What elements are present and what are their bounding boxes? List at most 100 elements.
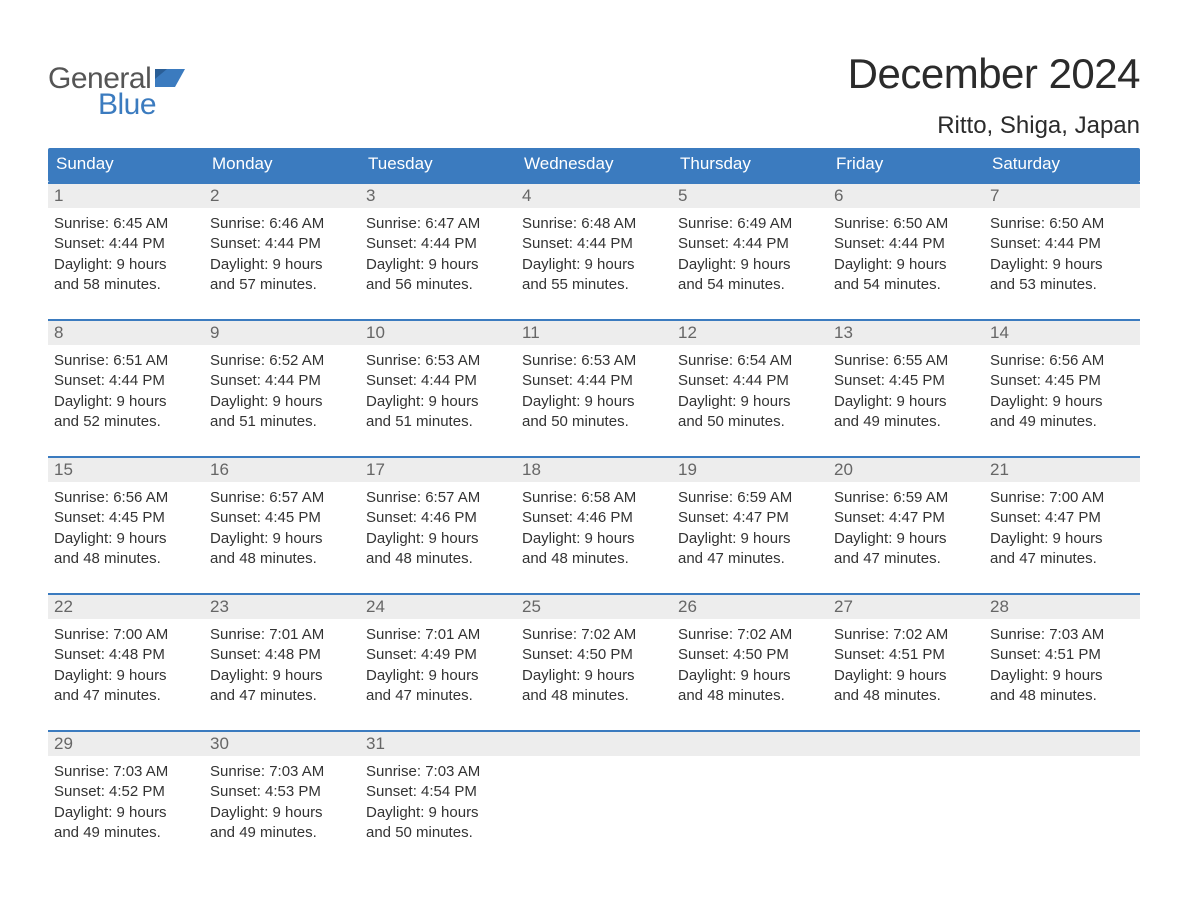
day-content: Sunrise: 6:52 AMSunset: 4:44 PMDaylight:… — [204, 345, 360, 432]
day-number-band: 18 — [516, 458, 672, 482]
day-number-band: 27 — [828, 595, 984, 619]
calendar-day-cell: 21Sunrise: 7:00 AMSunset: 4:47 PMDayligh… — [984, 458, 1140, 579]
sunset-text: Sunset: 4:53 PM — [210, 782, 354, 802]
daylight-line2: and 47 minutes. — [678, 549, 822, 569]
sunrise-text: Sunrise: 7:03 AM — [990, 625, 1134, 645]
day-number-band: 12 — [672, 321, 828, 345]
calendar-day-cell: 31Sunrise: 7:03 AMSunset: 4:54 PMDayligh… — [360, 732, 516, 853]
daylight-line2: and 48 minutes. — [678, 686, 822, 706]
daylight-line2: and 53 minutes. — [990, 275, 1134, 295]
day-content: Sunrise: 7:03 AMSunset: 4:52 PMDaylight:… — [48, 756, 204, 843]
sunset-text: Sunset: 4:46 PM — [366, 508, 510, 528]
calendar-week: 29Sunrise: 7:03 AMSunset: 4:52 PMDayligh… — [48, 730, 1140, 853]
calendar-day-cell: 4Sunrise: 6:48 AMSunset: 4:44 PMDaylight… — [516, 184, 672, 305]
calendar-week: 1Sunrise: 6:45 AMSunset: 4:44 PMDaylight… — [48, 182, 1140, 305]
sunset-text: Sunset: 4:50 PM — [522, 645, 666, 665]
sunrise-text: Sunrise: 6:45 AM — [54, 214, 198, 234]
daylight-line1: Daylight: 9 hours — [210, 392, 354, 412]
title-block: December 2024 Ritto, Shiga, Japan — [848, 50, 1140, 140]
day-content: Sunrise: 7:03 AMSunset: 4:53 PMDaylight:… — [204, 756, 360, 843]
calendar-day-cell: 12Sunrise: 6:54 AMSunset: 4:44 PMDayligh… — [672, 321, 828, 442]
daylight-line2: and 47 minutes. — [210, 686, 354, 706]
calendar-day-cell — [828, 732, 984, 853]
day-number-band: 22 — [48, 595, 204, 619]
sunrise-text: Sunrise: 7:03 AM — [54, 762, 198, 782]
day-number-band: 15 — [48, 458, 204, 482]
day-content: Sunrise: 6:54 AMSunset: 4:44 PMDaylight:… — [672, 345, 828, 432]
day-number-band: 25 — [516, 595, 672, 619]
daylight-line1: Daylight: 9 hours — [366, 255, 510, 275]
calendar-day-cell: 7Sunrise: 6:50 AMSunset: 4:44 PMDaylight… — [984, 184, 1140, 305]
day-content: Sunrise: 6:55 AMSunset: 4:45 PMDaylight:… — [828, 345, 984, 432]
day-number-band: 23 — [204, 595, 360, 619]
day-content: Sunrise: 6:57 AMSunset: 4:46 PMDaylight:… — [360, 482, 516, 569]
day-number-band: 2 — [204, 184, 360, 208]
sunrise-text: Sunrise: 7:03 AM — [366, 762, 510, 782]
day-content: Sunrise: 6:49 AMSunset: 4:44 PMDaylight:… — [672, 208, 828, 295]
calendar-day-cell: 30Sunrise: 7:03 AMSunset: 4:53 PMDayligh… — [204, 732, 360, 853]
daylight-line1: Daylight: 9 hours — [990, 255, 1134, 275]
daylight-line2: and 48 minutes. — [990, 686, 1134, 706]
sunset-text: Sunset: 4:44 PM — [210, 234, 354, 254]
calendar-day-cell: 18Sunrise: 6:58 AMSunset: 4:46 PMDayligh… — [516, 458, 672, 579]
day-number-band — [516, 732, 672, 756]
day-number-band: 29 — [48, 732, 204, 756]
day-number-band: 13 — [828, 321, 984, 345]
sunset-text: Sunset: 4:48 PM — [54, 645, 198, 665]
daylight-line2: and 48 minutes. — [522, 686, 666, 706]
daylight-line1: Daylight: 9 hours — [522, 666, 666, 686]
calendar-day-cell: 6Sunrise: 6:50 AMSunset: 4:44 PMDaylight… — [828, 184, 984, 305]
sunrise-text: Sunrise: 7:02 AM — [834, 625, 978, 645]
sunset-text: Sunset: 4:47 PM — [834, 508, 978, 528]
daylight-line2: and 52 minutes. — [54, 412, 198, 432]
brand-logo: General Blue — [48, 62, 185, 122]
calendar-day-cell — [984, 732, 1140, 853]
sunrise-text: Sunrise: 6:50 AM — [834, 214, 978, 234]
sunset-text: Sunset: 4:44 PM — [678, 371, 822, 391]
daylight-line2: and 58 minutes. — [54, 275, 198, 295]
daylight-line1: Daylight: 9 hours — [678, 666, 822, 686]
day-number-band: 17 — [360, 458, 516, 482]
page-header: General Blue December 2024 Ritto, Shiga,… — [48, 50, 1140, 140]
sunset-text: Sunset: 4:44 PM — [210, 371, 354, 391]
day-content: Sunrise: 6:56 AMSunset: 4:45 PMDaylight:… — [48, 482, 204, 569]
calendar-week: 15Sunrise: 6:56 AMSunset: 4:45 PMDayligh… — [48, 456, 1140, 579]
day-number-band: 5 — [672, 184, 828, 208]
daylight-line1: Daylight: 9 hours — [210, 529, 354, 549]
daylight-line2: and 48 minutes. — [834, 686, 978, 706]
day-content: Sunrise: 7:00 AMSunset: 4:48 PMDaylight:… — [48, 619, 204, 706]
daylight-line1: Daylight: 9 hours — [210, 666, 354, 686]
calendar-day-cell: 26Sunrise: 7:02 AMSunset: 4:50 PMDayligh… — [672, 595, 828, 716]
calendar-day-cell: 14Sunrise: 6:56 AMSunset: 4:45 PMDayligh… — [984, 321, 1140, 442]
day-number-band: 10 — [360, 321, 516, 345]
sunrise-text: Sunrise: 6:53 AM — [366, 351, 510, 371]
daylight-line1: Daylight: 9 hours — [522, 255, 666, 275]
sunset-text: Sunset: 4:44 PM — [522, 371, 666, 391]
sunrise-text: Sunrise: 6:55 AM — [834, 351, 978, 371]
sunset-text: Sunset: 4:44 PM — [834, 234, 978, 254]
sunset-text: Sunset: 4:51 PM — [990, 645, 1134, 665]
day-content: Sunrise: 6:50 AMSunset: 4:44 PMDaylight:… — [984, 208, 1140, 295]
daylight-line2: and 49 minutes. — [54, 823, 198, 843]
calendar-day-cell: 9Sunrise: 6:52 AMSunset: 4:44 PMDaylight… — [204, 321, 360, 442]
dow-cell: Sunday — [48, 148, 204, 182]
calendar-day-cell: 10Sunrise: 6:53 AMSunset: 4:44 PMDayligh… — [360, 321, 516, 442]
daylight-line1: Daylight: 9 hours — [990, 392, 1134, 412]
sunset-text: Sunset: 4:44 PM — [366, 234, 510, 254]
sunset-text: Sunset: 4:47 PM — [678, 508, 822, 528]
day-content: Sunrise: 7:00 AMSunset: 4:47 PMDaylight:… — [984, 482, 1140, 569]
day-number-band: 28 — [984, 595, 1140, 619]
daylight-line1: Daylight: 9 hours — [522, 392, 666, 412]
sunrise-text: Sunrise: 7:00 AM — [54, 625, 198, 645]
daylight-line1: Daylight: 9 hours — [54, 666, 198, 686]
day-number-band: 24 — [360, 595, 516, 619]
dow-cell: Friday — [828, 148, 984, 182]
day-content: Sunrise: 6:47 AMSunset: 4:44 PMDaylight:… — [360, 208, 516, 295]
calendar-day-cell: 13Sunrise: 6:55 AMSunset: 4:45 PMDayligh… — [828, 321, 984, 442]
calendar-day-cell: 28Sunrise: 7:03 AMSunset: 4:51 PMDayligh… — [984, 595, 1140, 716]
day-content: Sunrise: 6:53 AMSunset: 4:44 PMDaylight:… — [360, 345, 516, 432]
day-number-band: 7 — [984, 184, 1140, 208]
calendar-day-cell: 15Sunrise: 6:56 AMSunset: 4:45 PMDayligh… — [48, 458, 204, 579]
sunrise-text: Sunrise: 6:59 AM — [834, 488, 978, 508]
day-content: Sunrise: 7:03 AMSunset: 4:51 PMDaylight:… — [984, 619, 1140, 706]
